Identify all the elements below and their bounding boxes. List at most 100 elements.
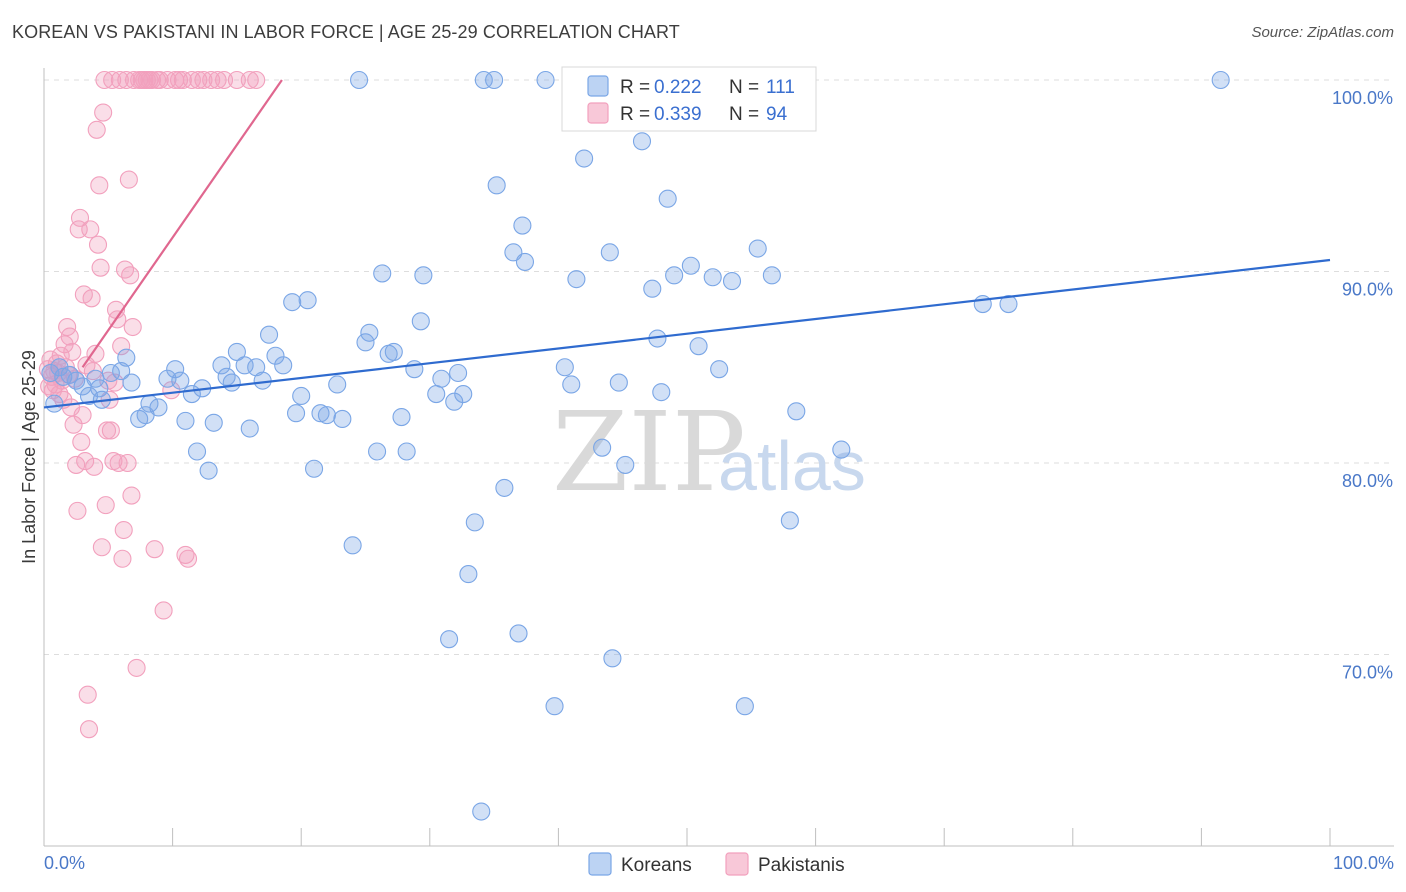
korean-point — [567, 270, 586, 289]
korean-point — [166, 360, 185, 379]
korean-point — [212, 356, 231, 375]
korean-point — [440, 630, 459, 649]
korean-point — [495, 478, 514, 497]
korean-point — [465, 513, 484, 532]
korean-point — [149, 398, 168, 417]
x-tick-label-max: 100.0% — [1333, 853, 1394, 873]
x-tick-label-min: 0.0% — [44, 853, 85, 873]
korean-point — [274, 356, 293, 375]
korean-point — [536, 70, 555, 90]
pakistani-point — [79, 720, 99, 739]
korean-point — [575, 149, 594, 168]
korean-point — [832, 440, 851, 459]
korean-point — [658, 189, 677, 208]
korean-point — [999, 295, 1018, 314]
legend-n-value-koreans: 111 — [766, 77, 795, 98]
korean-point — [703, 268, 722, 287]
pakistani-point — [101, 421, 120, 440]
y-axis-label: In Labor Force | Age 25-29 — [19, 350, 39, 564]
korean-point — [555, 358, 574, 377]
korean-point — [292, 386, 311, 406]
korean-point — [240, 419, 259, 438]
pakistani-point — [64, 415, 83, 434]
legend-r-label-koreans: R = — [620, 77, 650, 98]
korean-point — [392, 407, 411, 427]
pakistani-point — [91, 258, 110, 277]
korean-point — [112, 362, 131, 381]
pakistani-point — [87, 120, 106, 139]
y-tick-label-70: 70.0% — [1342, 663, 1393, 683]
korean-point — [384, 342, 403, 361]
korean-point — [368, 442, 387, 461]
legend-top: R = 0.222 N = 111 R = 0.339 N = 94 — [561, 66, 817, 132]
y-tick-label-90: 90.0% — [1342, 280, 1393, 300]
korean-point — [748, 239, 767, 258]
korean-point — [593, 438, 612, 457]
legend-bottom: Koreans Pakistanis — [588, 852, 845, 876]
korean-point — [504, 243, 523, 262]
legend-r-value-koreans: 0.222 — [654, 77, 702, 98]
pakistani-point — [88, 235, 108, 254]
pakistani-point — [194, 70, 213, 90]
korean-point — [689, 337, 708, 356]
pakistani-point — [95, 70, 114, 90]
pakistani-point — [247, 70, 266, 90]
koreans-trend-line — [43, 258, 1331, 409]
pakistani-point — [123, 317, 142, 337]
pakistani-point — [169, 70, 189, 90]
pakistani-point — [240, 70, 259, 90]
legend-bottom-swatch-koreans — [588, 852, 612, 876]
pakistani-point — [86, 344, 105, 363]
korean-point — [632, 132, 652, 151]
legend-n-label-koreans: N = — [729, 77, 759, 98]
korean-point — [513, 216, 532, 235]
korean-point — [333, 409, 352, 429]
pakistani-point — [142, 70, 162, 90]
korean-point — [681, 256, 700, 275]
korean-point — [176, 411, 195, 430]
korean-point — [609, 373, 628, 392]
korean-point — [722, 272, 742, 291]
korean-point — [298, 291, 317, 310]
korean-point — [710, 360, 729, 379]
korean-point — [373, 264, 392, 283]
legend-swatch-pakistanis — [587, 102, 609, 124]
korean-point — [454, 385, 473, 404]
pakistani-point — [178, 549, 198, 568]
pakistani-point — [145, 540, 164, 559]
korean-point — [199, 461, 218, 480]
legend-bottom-label-pakistanis: Pakistanis — [758, 855, 845, 876]
korean-point — [485, 70, 504, 90]
pakistani-point — [154, 601, 173, 620]
korean-point — [397, 442, 416, 461]
pakistani-point — [60, 327, 79, 346]
korean-point — [474, 70, 493, 90]
pakistani-point — [68, 501, 87, 520]
pakistani-point — [189, 70, 208, 90]
korean-point — [343, 536, 362, 555]
legend-n-value-pakistanis: 94 — [766, 104, 788, 125]
pakistani-point — [85, 457, 104, 476]
pakistani-point — [92, 538, 111, 557]
korean-point — [328, 375, 347, 394]
korean-point — [472, 802, 491, 821]
watermark-zip: ZIP — [552, 388, 746, 516]
pakistani-point — [103, 70, 122, 90]
source-label: Source: ZipAtlas.com — [1251, 24, 1394, 41]
korean-point — [1211, 70, 1230, 90]
korean-point — [187, 442, 207, 461]
legend-r-value-pakistanis: 0.339 — [654, 104, 702, 125]
pakistani-point — [97, 421, 117, 440]
koreans-points — [41, 70, 1230, 821]
pakistani-point — [127, 658, 146, 677]
korean-point — [227, 342, 246, 361]
korean-point — [616, 455, 635, 474]
korean-point — [287, 404, 306, 423]
pakistani-point — [63, 342, 82, 361]
korean-point — [762, 266, 781, 285]
korean-point — [305, 459, 324, 478]
pakistanis-points — [38, 70, 266, 739]
korean-point — [317, 406, 336, 425]
korean-point — [643, 279, 662, 298]
korean-point — [735, 697, 754, 716]
